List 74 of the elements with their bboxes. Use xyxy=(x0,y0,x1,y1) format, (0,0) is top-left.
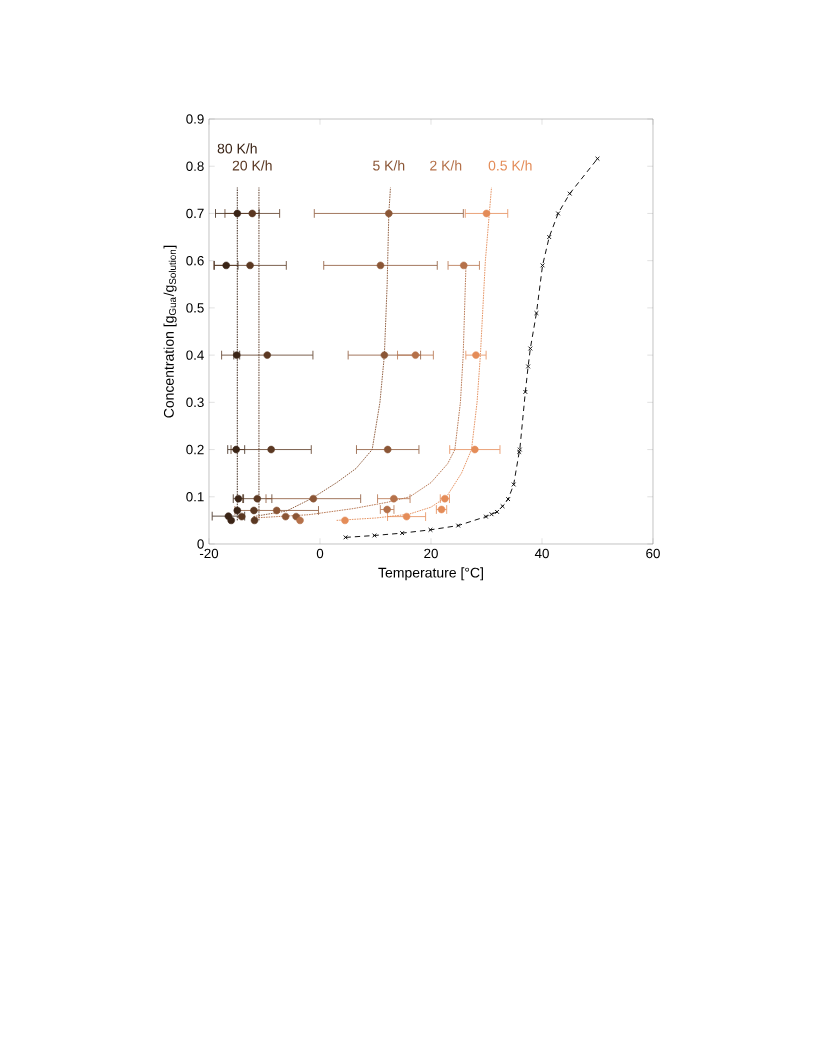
point xyxy=(246,261,254,270)
point xyxy=(250,516,259,525)
point xyxy=(455,523,461,528)
y-tick-label: 0.5 xyxy=(186,303,204,313)
point xyxy=(383,505,391,514)
point xyxy=(494,509,500,515)
point xyxy=(540,263,545,268)
point xyxy=(489,511,494,517)
text: 20 K/h xyxy=(232,160,272,171)
point xyxy=(222,261,230,270)
point xyxy=(248,209,257,218)
point xyxy=(376,261,385,270)
point xyxy=(253,494,262,503)
point xyxy=(372,533,377,538)
point xyxy=(500,503,505,509)
point xyxy=(471,445,479,454)
point xyxy=(546,234,552,240)
point xyxy=(505,496,511,502)
point xyxy=(267,445,275,454)
point xyxy=(341,516,349,525)
y-axis-title: Concentration [g$_{Gua}$/g$_{Solution}$] xyxy=(163,245,177,418)
text: 2 K/h xyxy=(430,160,462,171)
point xyxy=(399,530,405,536)
point xyxy=(263,351,272,359)
x-tick-label: -20 xyxy=(199,548,219,559)
point xyxy=(460,261,468,270)
point xyxy=(343,535,348,540)
point xyxy=(527,346,533,351)
point xyxy=(522,389,528,395)
y-tick-label: 0.4 xyxy=(186,350,204,360)
x-tick-label: 60 xyxy=(646,548,660,559)
point xyxy=(281,512,290,521)
point xyxy=(567,191,573,196)
point xyxy=(555,211,561,216)
point xyxy=(309,494,318,503)
point xyxy=(390,494,398,503)
point xyxy=(402,512,411,521)
text: 0.5 K/h xyxy=(488,160,532,171)
point xyxy=(232,445,240,454)
point xyxy=(272,506,281,515)
point xyxy=(250,506,258,515)
y-tick-label: 0.3 xyxy=(186,397,204,408)
point xyxy=(472,351,480,359)
point xyxy=(385,209,393,218)
point xyxy=(233,209,242,218)
y-tick-label: 0.8 xyxy=(186,161,204,171)
point xyxy=(525,364,531,369)
point xyxy=(534,310,539,316)
x-tick-label: 0 xyxy=(316,548,324,559)
text: 5 K/h xyxy=(373,160,405,171)
point xyxy=(482,209,491,218)
y-tick-label: 0.6 xyxy=(186,255,204,266)
point xyxy=(595,156,600,162)
y-tick-label: 0.2 xyxy=(186,444,204,455)
x-tick-label: 40 xyxy=(534,548,549,559)
point xyxy=(227,516,235,525)
point xyxy=(483,514,489,519)
text: 80 K/h xyxy=(217,143,257,154)
y-tick-label: 0 xyxy=(197,539,204,549)
point xyxy=(411,351,420,359)
point xyxy=(238,512,246,521)
point xyxy=(428,527,433,533)
point xyxy=(516,449,522,455)
point xyxy=(383,445,392,454)
y-tick-label: 0.1 xyxy=(186,492,204,502)
point xyxy=(380,351,389,359)
y-tick-label: 0.7 xyxy=(186,208,204,219)
point xyxy=(296,516,304,525)
x-axis-title: Temperature [°C] xyxy=(378,567,483,581)
point xyxy=(233,506,242,515)
point xyxy=(517,447,523,452)
point xyxy=(511,482,517,487)
y-tick-label: 0.9 xyxy=(186,114,204,124)
x-tick-label: 20 xyxy=(424,548,438,559)
